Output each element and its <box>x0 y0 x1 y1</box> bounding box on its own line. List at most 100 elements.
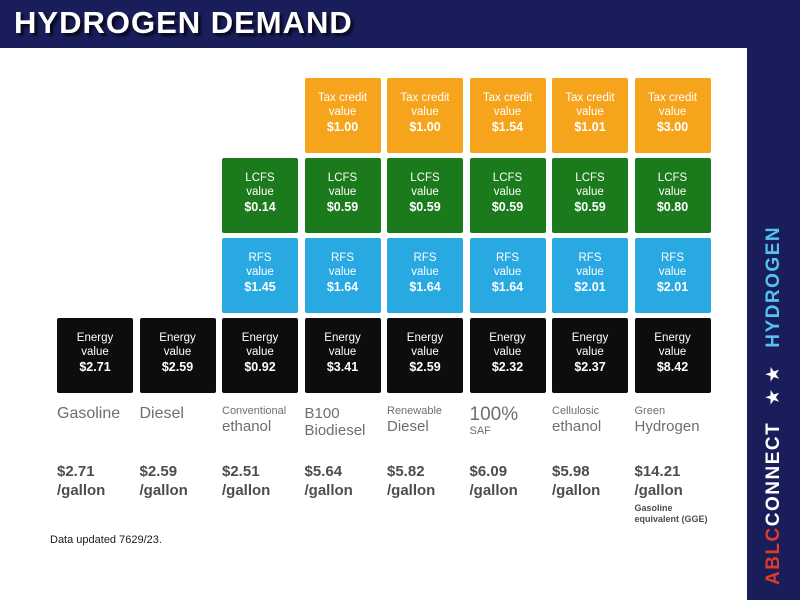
block-tax-credit: Tax credit value $3.00 <box>634 78 711 153</box>
block-row-label: value <box>328 106 357 118</box>
block-tax-credit: Tax credit value $1.54 <box>469 78 546 153</box>
block-value: $2.01 <box>574 280 606 294</box>
category-label-line: ethanol <box>552 418 602 435</box>
block-value: $2.59 <box>409 360 441 374</box>
block-lcfs: LCFS value $0.59 <box>387 158 463 233</box>
block-series-name: RFS <box>248 252 272 264</box>
ablc-logo-text: ABLC <box>762 526 784 585</box>
total-unit: /gallon <box>57 482 106 499</box>
category-label-line: Renewable <box>387 405 443 417</box>
block-series-name: Energy <box>241 332 279 344</box>
block-series-name: Energy <box>324 332 361 344</box>
block-value: $0.59 <box>326 200 359 214</box>
star-icons: ★★ <box>763 359 784 406</box>
block-energy: Energy value $2.37 <box>552 318 628 393</box>
category-label: B100 Biodiesel <box>305 405 366 439</box>
block-series-name: Energy <box>489 332 526 344</box>
block-series-name: LCFS <box>327 172 358 184</box>
chart-column: Tax credit value $1.54 LCFS value $0.59 RFS val… <box>469 78 546 548</box>
category-label-line: ethanol <box>222 418 272 435</box>
total-unit: /gallon <box>387 482 436 499</box>
block-series-name: LCFS <box>245 172 275 184</box>
category-label: Green Hydrogen <box>635 405 700 435</box>
block-row-label: value <box>493 186 522 198</box>
block-value: $0.80 <box>656 200 689 214</box>
title-bar: HYDROGEN DEMAND <box>0 0 747 48</box>
block-rfs: RFS value $1.45 <box>222 238 298 313</box>
right-sidebar: ABLCCONNECT ★★ HYDROGEN <box>747 0 800 600</box>
block-energy: Energy value $2.59 <box>139 318 216 393</box>
block-value: $2.59 <box>161 360 194 374</box>
chart-column: Energy value $2.71 Gasoline $2.71/gallon <box>57 78 133 548</box>
block-series-name: LCFS <box>575 172 605 184</box>
chart-column: Tax credit value $1.01 LCFS value $0.59 RFS val… <box>552 78 628 548</box>
block-value: $1.00 <box>326 120 359 134</box>
block-row-label: value <box>493 106 522 118</box>
block-value: $1.00 <box>409 120 441 134</box>
sidebar-event-label: HYDROGEN <box>762 225 784 348</box>
block-value: $2.37 <box>574 360 606 374</box>
category-label-line: Cellulosic <box>552 405 600 417</box>
block-energy: Energy value $3.41 <box>304 318 381 393</box>
block-lcfs: LCFS value $0.59 <box>552 158 628 233</box>
block-lcfs: LCFS value $0.59 <box>469 158 546 233</box>
block-tax-credit: Tax credit value $1.00 <box>387 78 463 153</box>
block-row-label: value <box>81 346 109 358</box>
total-price: $5.98/gallon <box>552 462 600 500</box>
category-label-line: Biodiesel <box>304 422 366 439</box>
category-label-line: Hydrogen <box>634 418 700 435</box>
gge-note-line: Gasoline <box>634 503 673 513</box>
block-value: $1.45 <box>244 280 276 294</box>
block-series-name: Tax credit <box>482 92 533 104</box>
block-rfs: RFS value $1.64 <box>304 238 381 313</box>
ablc-connect-logo: ABLCCONNECT <box>763 422 785 585</box>
total-price: $2.59/gallon <box>140 462 188 500</box>
block-series-name: Energy <box>654 332 691 344</box>
total-value: $5.82 <box>387 463 425 480</box>
block-series-name: LCFS <box>492 172 523 184</box>
block-lcfs: LCFS value $0.59 <box>304 158 381 233</box>
total-price: $2.71/gallon <box>57 462 105 500</box>
category-label: Diesel <box>140 405 184 423</box>
block-series-name: Tax credit <box>317 92 368 104</box>
block-rfs: RFS value $2.01 <box>634 238 711 313</box>
block-row-label: value <box>246 266 274 278</box>
total-unit: /gallon <box>139 482 188 499</box>
category-label: Renewable Diesel <box>387 405 442 435</box>
block-value: $0.92 <box>244 360 276 374</box>
block-value: $0.14 <box>244 200 276 214</box>
total-value: $2.71 <box>57 463 95 480</box>
block-lcfs: LCFS value $0.14 <box>222 158 298 233</box>
block-value: $8.42 <box>656 360 689 374</box>
block-row-label: value <box>658 186 687 198</box>
block-value: $0.59 <box>574 200 606 214</box>
connect-logo-text: CONNECT <box>762 421 784 527</box>
block-value: $2.01 <box>656 280 689 294</box>
block-series-name: LCFS <box>657 172 688 184</box>
sidebar-rotated-content: ABLCCONNECT ★★ HYDROGEN <box>747 0 800 600</box>
total-price: $14.21/gallon Gasoline equivalent (GGE) <box>635 462 708 524</box>
block-rfs: RFS value $2.01 <box>552 238 628 313</box>
total-unit: /gallon <box>552 482 601 499</box>
total-value: $14.21 <box>634 463 681 480</box>
category-label-line: 100% <box>469 404 519 425</box>
footnote: Data updated 7629/23. <box>50 534 162 546</box>
block-value: $1.01 <box>574 120 606 134</box>
block-rfs: RFS value $1.64 <box>469 238 546 313</box>
block-lcfs: LCFS value $0.80 <box>634 158 711 233</box>
block-series-name: Energy <box>571 332 609 344</box>
block-row-label: value <box>576 346 604 358</box>
block-row-label: value <box>411 266 439 278</box>
block-value: $3.41 <box>326 360 359 374</box>
block-row-label: value <box>328 186 357 198</box>
block-row-label: value <box>576 106 604 118</box>
block-energy: Energy value $2.32 <box>469 318 546 393</box>
block-row-label: value <box>658 346 687 358</box>
block-value: $2.32 <box>491 360 524 374</box>
category-label-line: Diesel <box>139 405 184 422</box>
category-label: Gasoline <box>57 405 120 423</box>
total-value: $2.59 <box>139 463 178 480</box>
block-series-name: RFS <box>331 252 354 264</box>
block-energy: Energy value $2.71 <box>57 318 133 393</box>
